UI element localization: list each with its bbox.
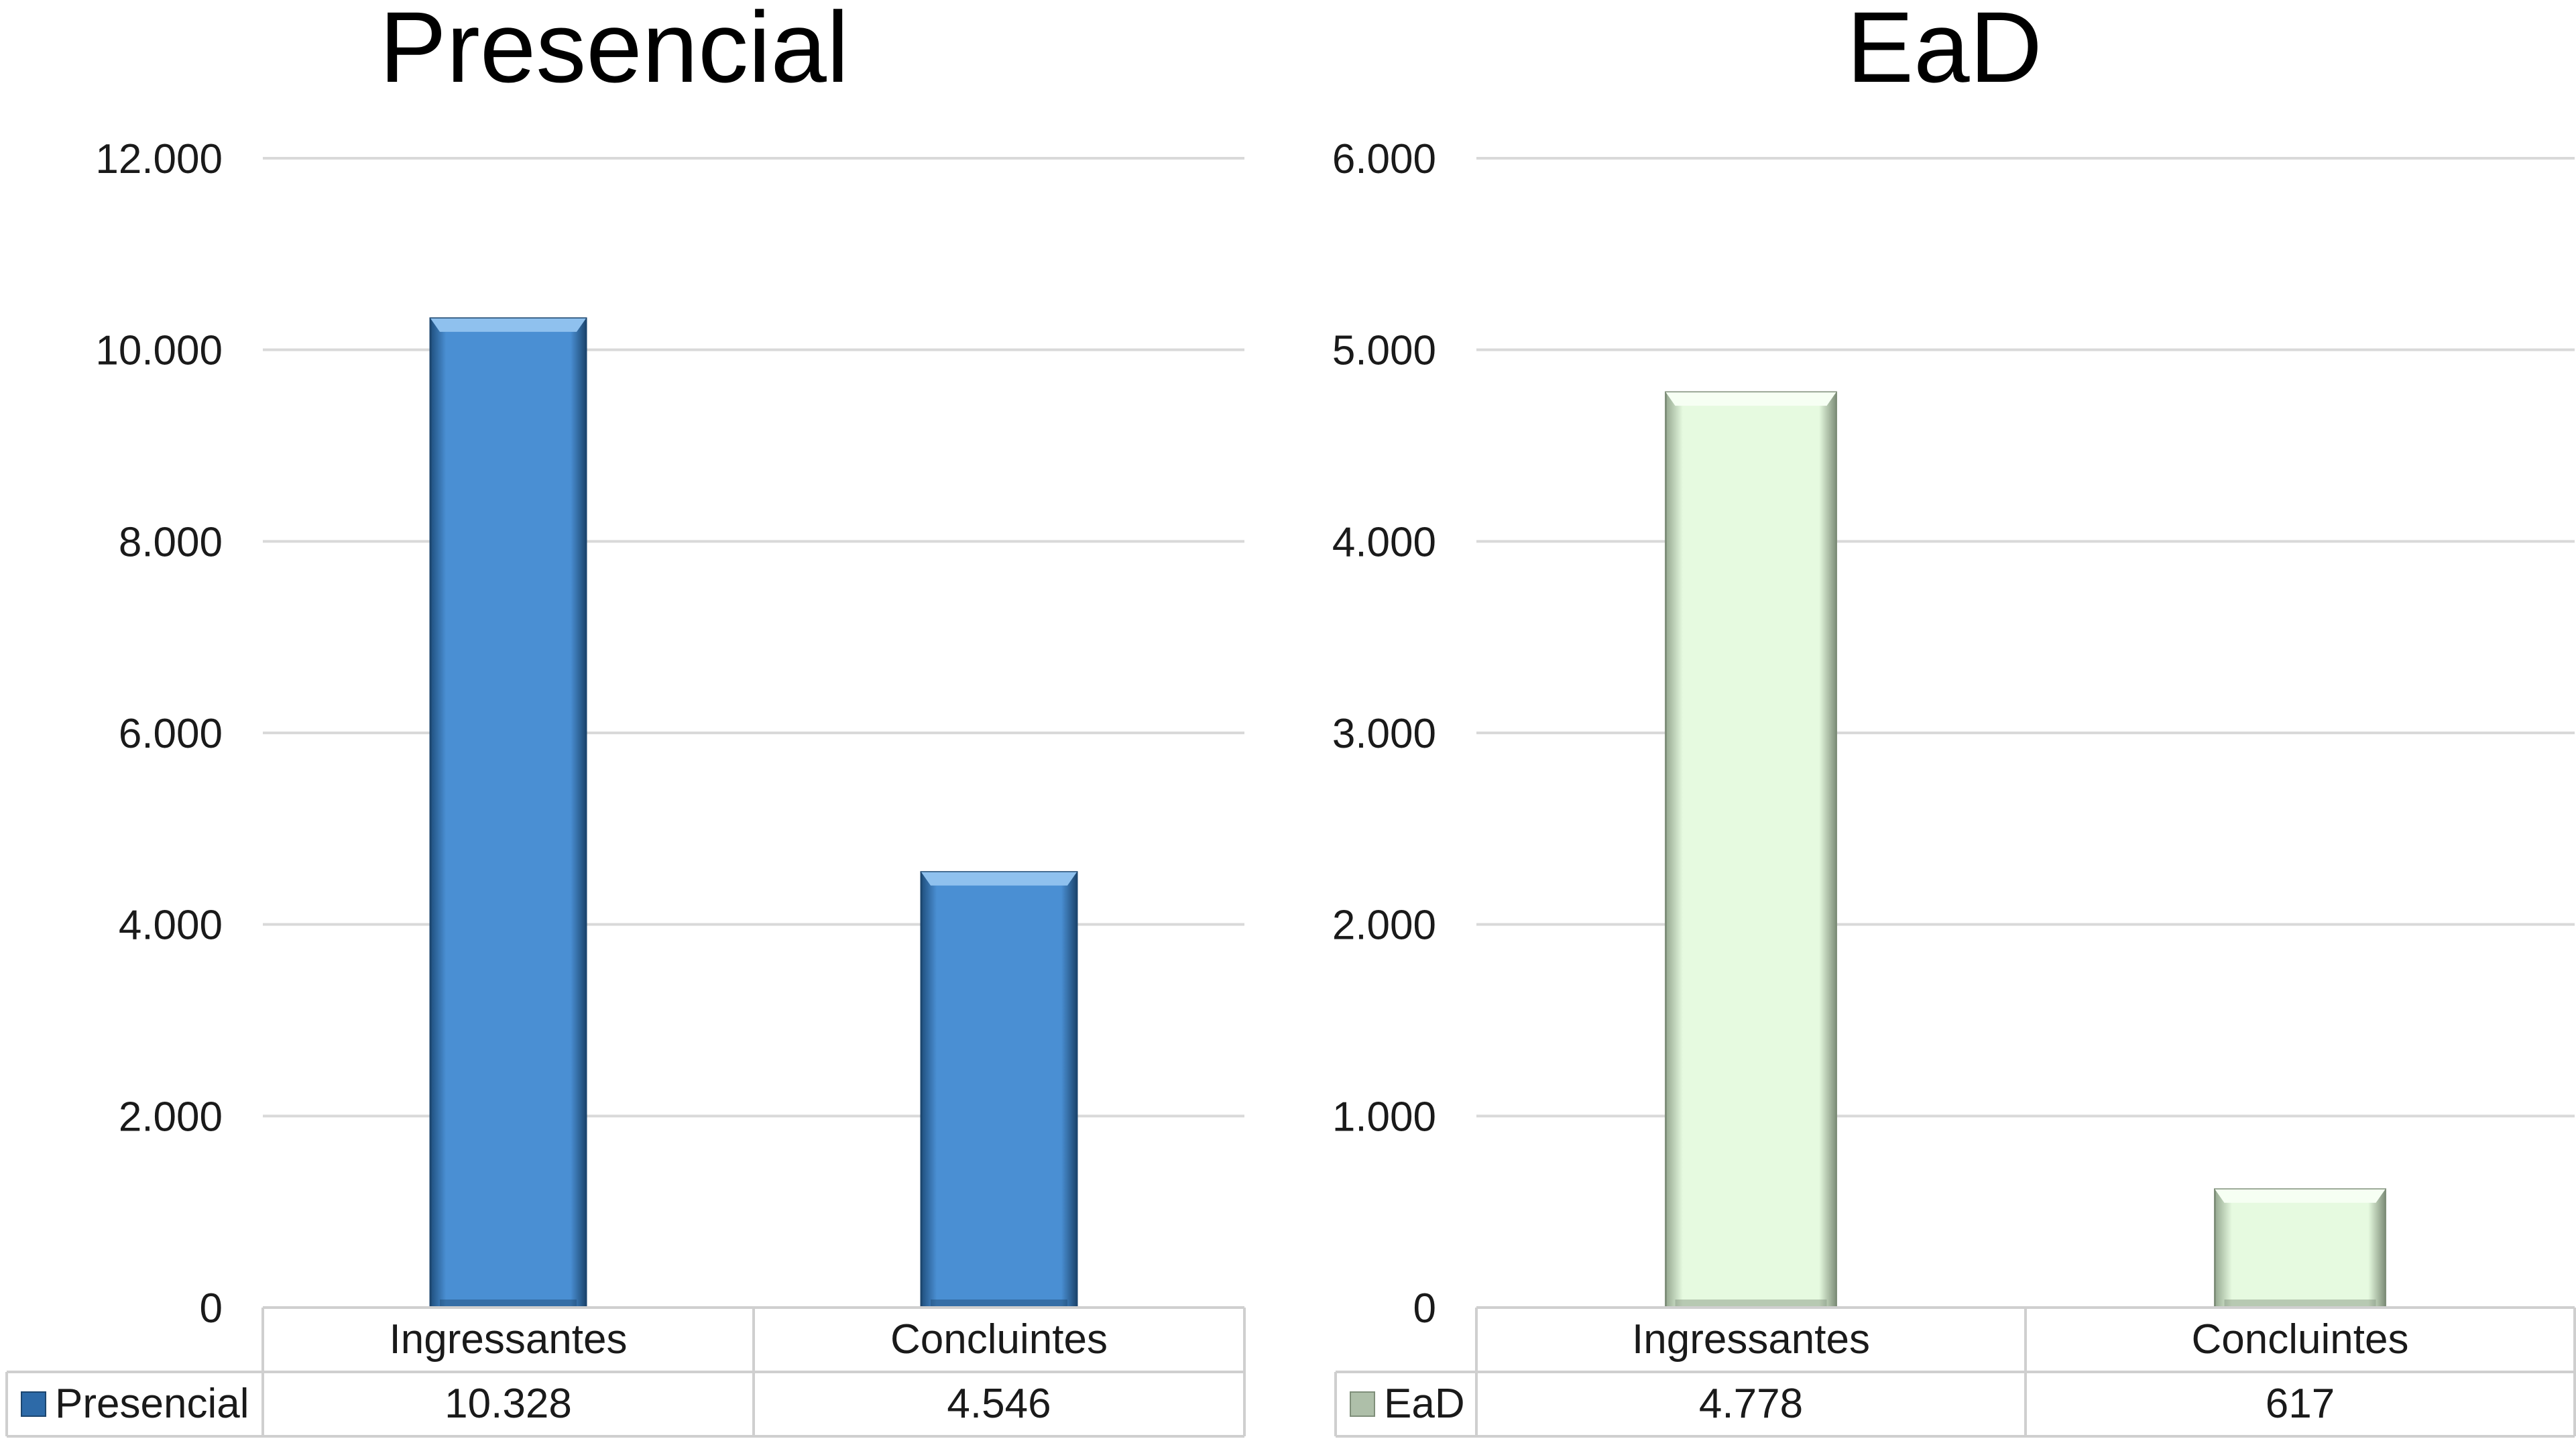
y-tick-label: 3.000: [1332, 711, 1436, 757]
y-tick-label: 2.000: [119, 1094, 223, 1140]
y-tick-label: 1.000: [1332, 1094, 1436, 1140]
y-tick-label: 6.000: [119, 711, 223, 757]
data-label: 617: [2266, 1381, 2335, 1427]
legend-label: Presencial: [55, 1381, 249, 1427]
data-label: 4.778: [1699, 1381, 1803, 1427]
chart-title: Presencial: [379, 0, 849, 103]
legend-swatch: [21, 1391, 46, 1417]
bar-concluintes: [920, 871, 1078, 1309]
legend-label: EaD: [1384, 1381, 1465, 1427]
y-tick-label: 4.000: [119, 903, 223, 949]
data-label: 10.328: [445, 1381, 572, 1427]
bar-concluintes: [2214, 1188, 2386, 1309]
chart-1: EaD 0 1.000 2.000 3.000 4.000 5.000 6.000 Ingres…: [1332, 0, 2576, 1438]
data-label: 4.546: [947, 1381, 1051, 1427]
chart-title: EaD: [1847, 0, 2042, 103]
bar-ingressantes: [429, 317, 587, 1309]
chart-0: Presencial 0 2.000 4.000 6.000 8.000 10.000 12.…: [5, 0, 1246, 1438]
y-tick-label: 0: [200, 1285, 223, 1332]
y-tick-label: 5.000: [1332, 328, 1436, 374]
x-tick-label: Ingressantes: [390, 1316, 628, 1363]
legend-swatch: [1350, 1391, 1375, 1417]
y-tick-label: 0: [1413, 1285, 1436, 1332]
x-tick-label: Concluintes: [890, 1316, 1108, 1363]
bar-ingressantes: [1665, 391, 1837, 1309]
y-tick-label: 6.000: [1332, 136, 1436, 182]
y-tick-label: 8.000: [119, 519, 223, 565]
y-tick-label: 10.000: [95, 328, 223, 374]
x-tick-label: Ingressantes: [1632, 1316, 1870, 1363]
y-tick-label: 2.000: [1332, 903, 1436, 949]
x-tick-label: Concluintes: [2192, 1316, 2409, 1363]
y-tick-label: 12.000: [95, 136, 223, 182]
y-tick-label: 4.000: [1332, 519, 1436, 565]
